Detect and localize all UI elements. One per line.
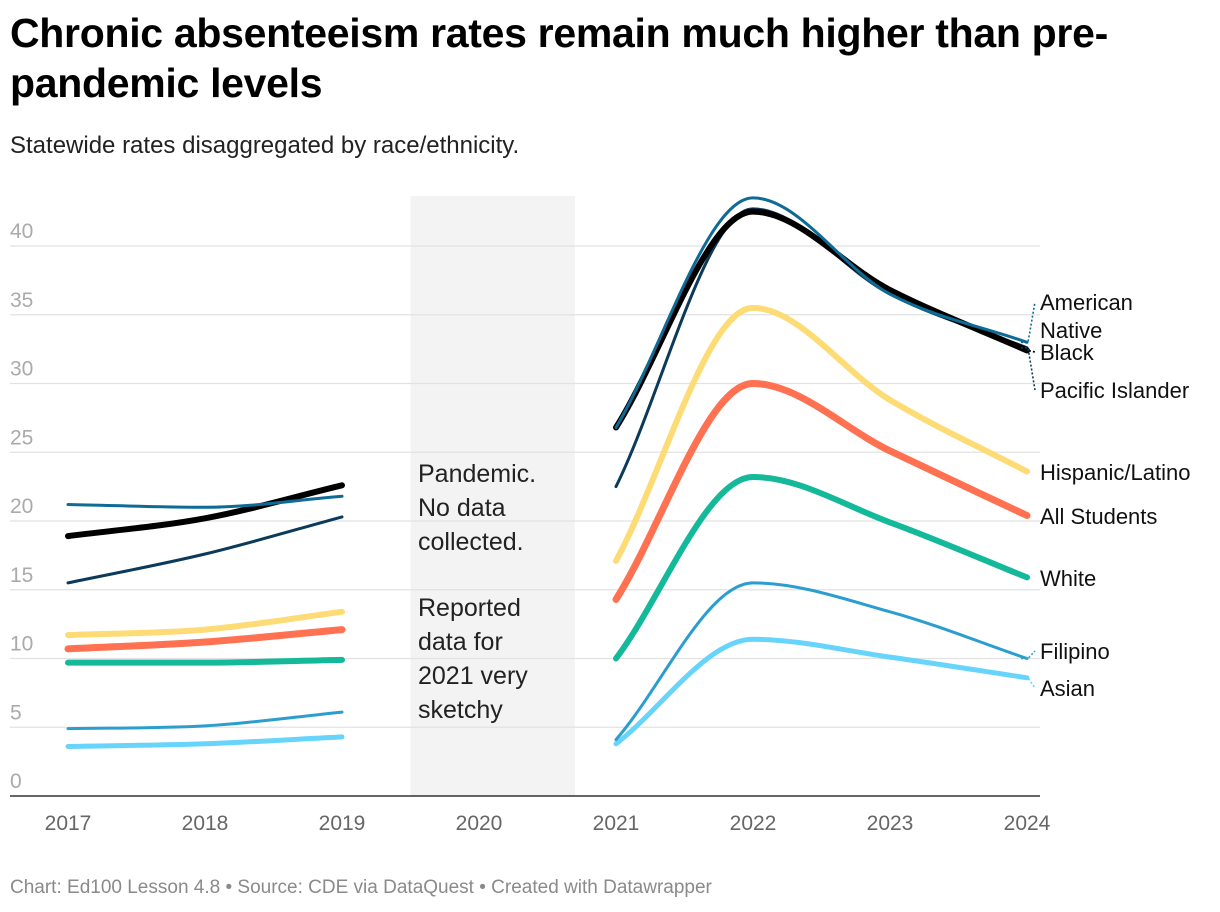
series-line-filipino: [66, 710, 344, 731]
series-label-white: White: [1040, 566, 1096, 591]
y-tick-label: 5: [10, 701, 22, 724]
pandemic-shade-rect: [410, 196, 575, 796]
series-line-filipino: [614, 581, 1029, 742]
y-tick-label: 0: [10, 770, 22, 793]
series-line-hispanic-latino: [65, 608, 345, 639]
series-line-black: [613, 208, 1030, 431]
y-axis-ticks: 0 5 10 15 20 25 30 35 40: [10, 220, 33, 793]
series-line-asian: [65, 734, 345, 749]
series-line-american-native: [614, 196, 1029, 429]
y-tick-label: 30: [10, 358, 33, 381]
series-line-white: [65, 656, 345, 666]
y-tick-label: 15: [10, 564, 33, 587]
x-tick-label: 2018: [182, 812, 229, 835]
reported-annotation-line: 2021 very: [418, 662, 528, 690]
y-tick-label: 35: [10, 289, 33, 312]
chart-subtitle: Statewide rates disaggregated by race/et…: [10, 132, 520, 159]
series-line-asian: [613, 636, 1030, 747]
series-line-all-students: [612, 380, 1031, 603]
label-connector: [1021, 301, 1036, 344]
series-line-pacific-islander: [66, 515, 344, 585]
series-line-black: [65, 482, 345, 540]
series-label-american: American: [1040, 290, 1133, 315]
x-tick-label: 2022: [730, 812, 777, 835]
series-label-asian: Asian: [1040, 676, 1095, 701]
label-connectors: [1021, 301, 1036, 689]
pandemic-shaded-region: [410, 196, 575, 796]
y-tick-label: 40: [10, 220, 33, 243]
series-label-all-students: All Students: [1040, 504, 1157, 529]
pandemic-annotation-line: collected.: [418, 528, 524, 556]
label-connector: [1021, 650, 1036, 660]
series-label-native: Native: [1040, 318, 1102, 343]
x-tick-label: 2017: [45, 812, 92, 835]
pandemic-annotation-line: Pandemic.: [418, 460, 536, 488]
series-line-white: [613, 474, 1030, 662]
series-lines: [64, 196, 1031, 749]
x-tick-label: 2023: [867, 812, 914, 835]
y-tick-label: 25: [10, 426, 33, 449]
series-label-hispanic-latino: Hispanic/Latino: [1040, 460, 1190, 485]
x-tick-label: 2019: [319, 812, 366, 835]
reported-data-annotation: Reported data for 2021 very sketchy: [418, 594, 535, 724]
x-tick-label: 2020: [456, 812, 503, 835]
series-line-american-native: [66, 494, 344, 509]
line-chart: 0 5 10 15 20 25 30 35 40 2017 2018 2019 2020 2021 202…: [10, 196, 1190, 835]
reported-annotation-line: Reported: [418, 594, 521, 622]
x-axis-ticks: 2017 2018 2019 2020 2021 2022 2023 2024: [45, 812, 1051, 835]
pandemic-annotation-line: No data: [418, 494, 506, 522]
chart-footer-credit: Chart: Ed100 Lesson 4.8 • Source: CDE vi…: [10, 877, 712, 898]
x-tick-label: 2024: [1004, 812, 1051, 835]
series-line-all-students: [64, 626, 346, 653]
series-label-black: Black: [1040, 340, 1095, 365]
reported-annotation-line: data for: [418, 628, 503, 656]
series-label-filipino: Filipino: [1040, 639, 1110, 664]
chart-title: Chronic absenteeism rates remain much hi…: [10, 10, 1108, 106]
pandemic-annotation: Pandemic. No data collected.: [418, 460, 543, 556]
y-tick-label: 10: [10, 633, 33, 656]
gridlines: [10, 245, 1040, 797]
series-line-hispanic-latino: [613, 304, 1030, 564]
reported-annotation-line: sketchy: [418, 696, 503, 724]
y-tick-label: 20: [10, 495, 33, 518]
x-tick-label: 2021: [593, 812, 640, 835]
series-label-pacific-islander: Pacific Islander: [1040, 378, 1189, 403]
